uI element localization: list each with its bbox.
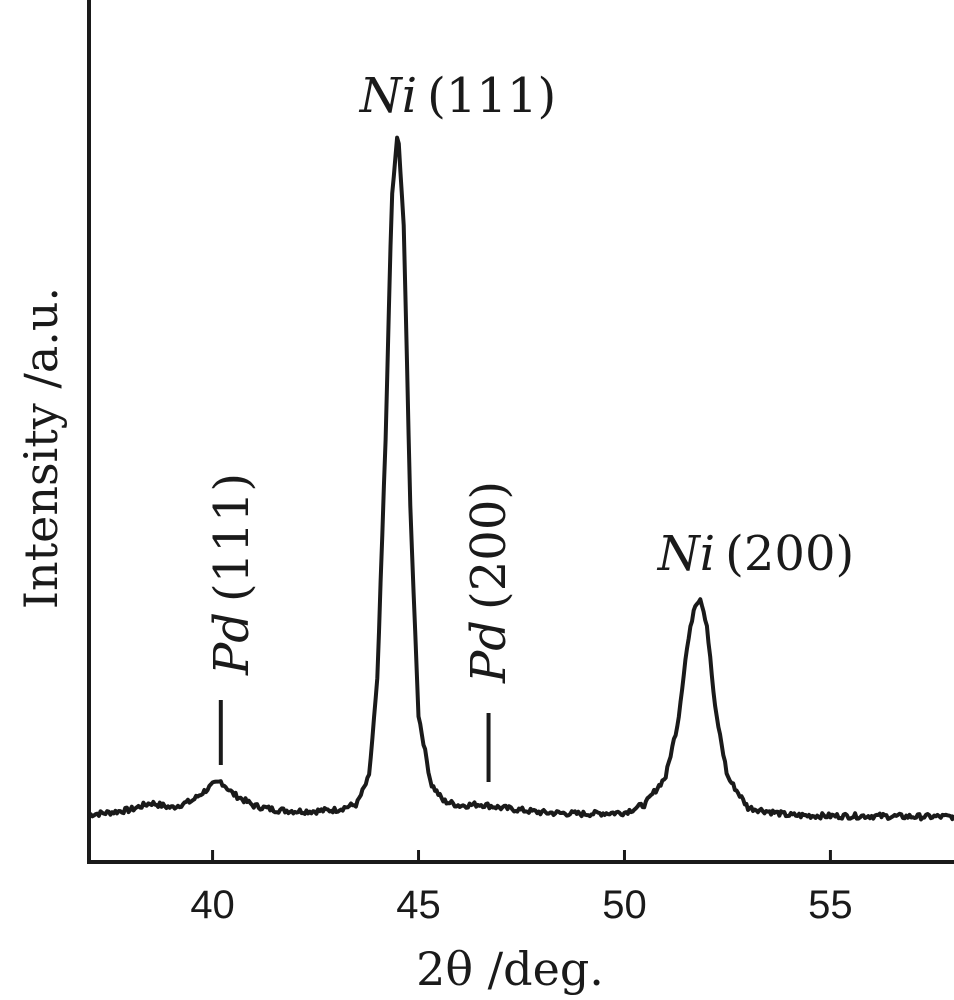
- annotation-ni-200: Ni (200): [657, 526, 854, 582]
- y-axis-title: Intensity /a.u.: [14, 287, 68, 609]
- diffraction-line: [88, 135, 954, 822]
- annotation-plane: (111): [204, 473, 260, 602]
- annotation-plane: (111): [427, 68, 556, 124]
- x-tick-label-40: 40: [190, 883, 235, 927]
- x-tick-label-55: 55: [808, 883, 853, 927]
- axes: [87, 0, 954, 864]
- x-tick-label-45: 45: [396, 883, 441, 927]
- annotation-element: Pd: [461, 620, 517, 684]
- annotation-ni-111: Ni (111): [359, 68, 556, 124]
- x-tick-label-50: 50: [602, 883, 647, 927]
- annotation-plane: (200): [725, 526, 854, 582]
- peak-annotations: Ni (111) Pd(111) Pd(200) Ni (200): [204, 68, 854, 782]
- annotation-element: Ni: [359, 68, 417, 124]
- annotation-pd-111: Pd (111): [204, 473, 260, 676]
- annotation-plane: (200): [461, 481, 517, 610]
- x-axis-title: 2θ /deg.: [416, 942, 604, 996]
- annotation-pd-200: Pd (200): [461, 481, 517, 684]
- annotation-element: Pd: [204, 612, 260, 676]
- annotation-element: Ni: [657, 526, 715, 582]
- x-ticks: 40 45 50 55: [190, 850, 853, 927]
